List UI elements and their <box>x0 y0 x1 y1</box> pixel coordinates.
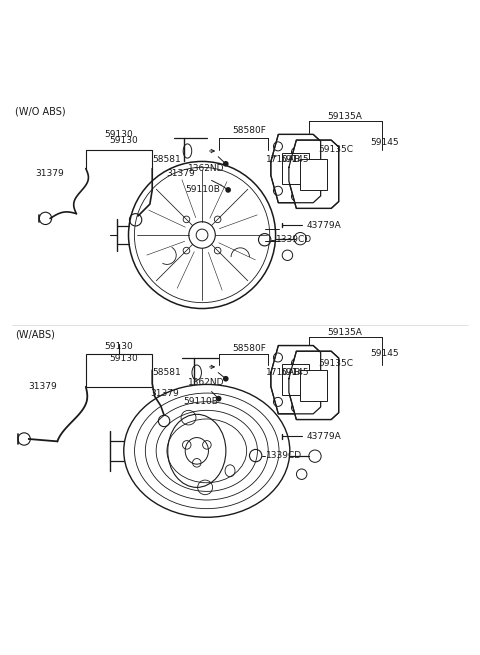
Circle shape <box>223 376 228 382</box>
Text: 43779A: 43779A <box>306 432 341 441</box>
Text: 59145: 59145 <box>280 155 309 164</box>
Text: 58580F: 58580F <box>232 345 266 353</box>
Text: 1362ND: 1362ND <box>188 377 224 386</box>
Bar <box>86 354 152 387</box>
Polygon shape <box>289 351 339 420</box>
Text: 1710AB: 1710AB <box>266 155 301 164</box>
Circle shape <box>225 187 231 193</box>
Text: 1339CD: 1339CD <box>266 451 302 460</box>
Text: 59135A: 59135A <box>327 112 362 121</box>
Text: 31379: 31379 <box>150 390 179 398</box>
Text: 59110B: 59110B <box>185 185 220 195</box>
Bar <box>300 159 327 190</box>
Text: 31379: 31379 <box>167 169 195 178</box>
Text: (W/ABS): (W/ABS) <box>14 330 55 340</box>
Text: 59145: 59145 <box>280 368 309 377</box>
Text: 59145: 59145 <box>371 138 399 147</box>
Bar <box>282 364 310 395</box>
Text: 59135C: 59135C <box>318 358 353 367</box>
Text: 1339CD: 1339CD <box>276 235 312 244</box>
Text: 43779A: 43779A <box>306 221 341 230</box>
Text: 58581: 58581 <box>152 368 180 377</box>
Text: 59130: 59130 <box>105 130 133 139</box>
Bar <box>300 370 327 401</box>
Polygon shape <box>289 140 339 208</box>
Polygon shape <box>271 134 321 202</box>
Text: 59145: 59145 <box>371 349 399 358</box>
Text: 58581: 58581 <box>152 155 180 164</box>
Text: 59130: 59130 <box>105 342 133 351</box>
Text: 31379: 31379 <box>36 169 64 178</box>
Text: 1362ND: 1362ND <box>188 164 224 173</box>
Text: 59110B: 59110B <box>183 396 218 405</box>
Polygon shape <box>271 346 321 414</box>
Text: 58580F: 58580F <box>232 126 266 135</box>
Text: 59130: 59130 <box>109 354 138 363</box>
Bar <box>282 153 310 184</box>
Text: 59135A: 59135A <box>327 328 362 337</box>
Circle shape <box>223 161 228 166</box>
Circle shape <box>216 396 221 402</box>
Text: 59130: 59130 <box>109 136 138 145</box>
Text: (W/O ABS): (W/O ABS) <box>14 107 65 117</box>
Text: 1710AB: 1710AB <box>266 368 301 377</box>
Text: 59135C: 59135C <box>318 145 353 154</box>
Text: 31379: 31379 <box>29 383 57 391</box>
